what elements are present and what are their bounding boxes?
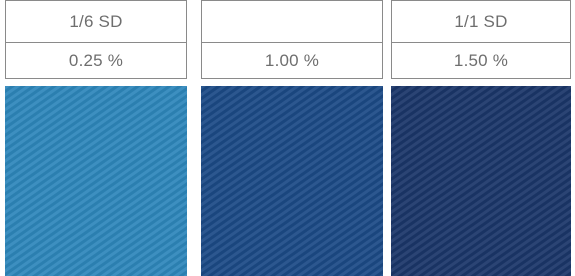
page: 1/6 SD 0.25 % 1.00 % 1/1 SD 1.50 % (() =…: [0, 0, 575, 276]
percent-label: 1.50 %: [391, 43, 571, 79]
shade-label: [201, 0, 383, 43]
shade-label: 1/1 SD: [391, 0, 571, 43]
percent-label: 0.25 %: [5, 43, 187, 79]
swatch-column: 1/6 SD 0.25 %: [5, 0, 187, 276]
fabric-swatch: [391, 86, 571, 276]
swatch-column: 1/1 SD 1.50 %: [391, 0, 571, 276]
swatch-column: 1.00 %: [201, 0, 383, 276]
percent-label: 1.00 %: [201, 43, 383, 79]
shade-label: 1/6 SD: [5, 0, 187, 43]
fabric-swatch: [5, 86, 187, 276]
fabric-swatch: [201, 86, 383, 276]
